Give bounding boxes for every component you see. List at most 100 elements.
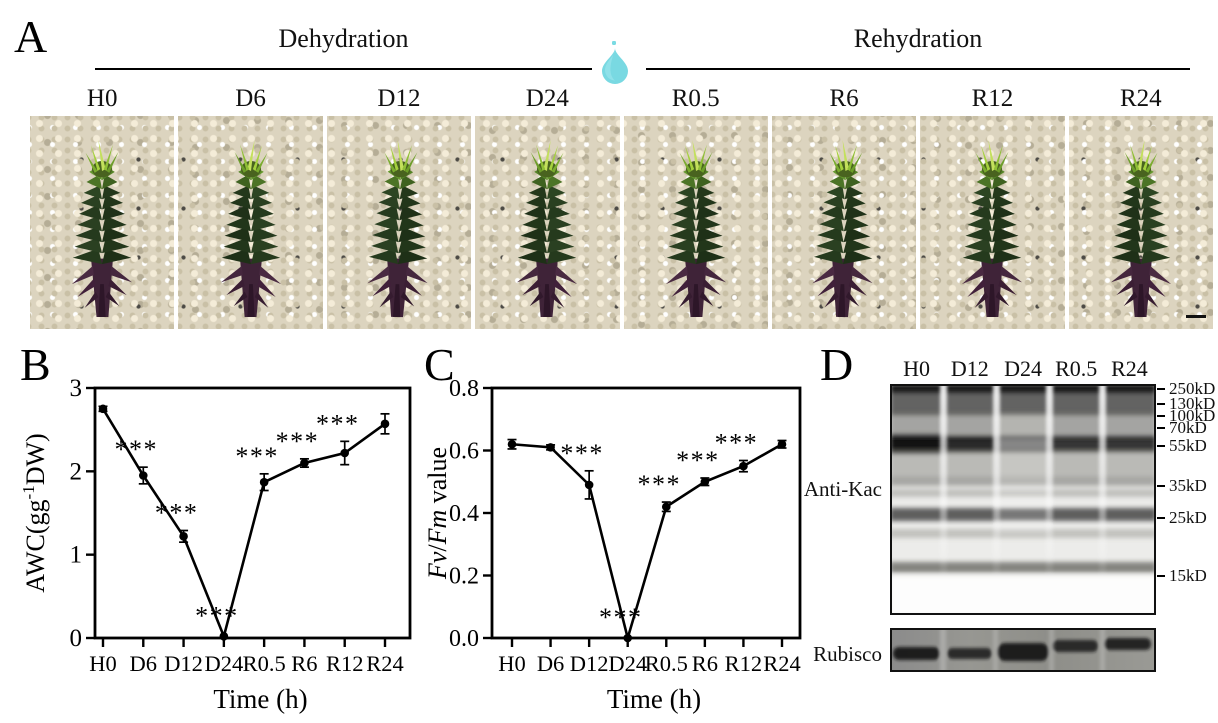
svg-text:AWC(gg-1DW): AWC(gg-1DW)	[19, 433, 50, 592]
svg-text:0: 0	[70, 625, 83, 652]
specimen-photo	[475, 116, 620, 329]
svg-text:***: ***	[316, 409, 360, 438]
svg-text:***: ***	[155, 499, 199, 528]
specimen-photo	[771, 116, 917, 329]
svg-text:D24: D24	[608, 651, 647, 676]
specimen-photo-row	[30, 116, 1213, 329]
svg-text:R12: R12	[326, 651, 364, 676]
svg-text:3: 3	[70, 375, 83, 402]
mw-marker: 100kD	[1157, 406, 1215, 426]
water-drop-icon	[602, 41, 628, 84]
mw-marker: 35kD	[1157, 476, 1207, 496]
specimen-photo	[623, 116, 768, 329]
mw-marker-label: 250kD	[1169, 379, 1216, 398]
mw-marker-label: 15kD	[1169, 566, 1207, 585]
moss-plant-illustration	[948, 129, 1038, 321]
mw-marker: 25kD	[1157, 508, 1207, 528]
svg-text:H0: H0	[89, 651, 117, 676]
blot-lane-label: D12	[950, 356, 989, 381]
timepoint-label-row: H0 D6 D12 D24 R0.5 R6 R12 R24	[30, 85, 1213, 113]
rehydration-label: Rehydration	[853, 24, 983, 53]
mw-marker-label: 35kD	[1169, 476, 1207, 495]
svg-text:Time (h): Time (h)	[607, 684, 701, 714]
loading-control-label: Rubisco	[813, 642, 882, 666]
timepoint-label: R12	[971, 85, 1014, 112]
svg-text:***: ***	[599, 603, 643, 632]
timepoint-label: R0.5	[671, 85, 720, 112]
fvfm-line-chart: 0.0 0.2 0.4 0.6 0.8 Fv/Fm value H0 D6 D12 D24R0.5…	[424, 376, 802, 714]
dehydration-label: Dehydration	[278, 24, 409, 53]
svg-text:***: ***	[195, 601, 239, 630]
svg-text:***: ***	[638, 470, 682, 499]
svg-text:Time (h): Time (h)	[213, 684, 307, 714]
mw-marker-dash	[1157, 517, 1165, 519]
svg-text:R0.5: R0.5	[645, 651, 688, 676]
svg-text:0.0: 0.0	[449, 626, 479, 652]
moss-plant-illustration	[206, 129, 296, 321]
svg-text:D12: D12	[570, 651, 609, 676]
mw-marker-dash	[1157, 427, 1165, 429]
mw-marker-label: 100kD	[1169, 406, 1216, 425]
svg-text:D6: D6	[537, 651, 565, 676]
awc-line-chart: 0 1 2 3 AWC(gg-1DW) H0 D6 D12 D24 R0.5 R6 R12 R24 Tim…	[19, 375, 412, 714]
mw-marker-dash	[1157, 485, 1165, 487]
mw-marker-dash	[1157, 403, 1165, 405]
mw-marker: 130kD	[1157, 394, 1215, 414]
svg-text:2: 2	[70, 458, 83, 485]
specimen-photo	[178, 116, 323, 329]
moss-plant-illustration	[503, 129, 593, 321]
blot-lane-label: H0	[903, 356, 931, 381]
timepoint-label: D12	[377, 85, 421, 112]
svg-text:R6: R6	[692, 651, 718, 676]
rehydration-phase-header: Rehydration	[646, 24, 1190, 70]
mw-marker: 55kD	[1157, 436, 1207, 456]
antibody-label: Anti-Kac	[803, 477, 882, 501]
svg-text:***: ***	[715, 429, 759, 458]
blot-lane-label: D24	[1004, 356, 1042, 381]
mw-marker: 70kD	[1157, 418, 1207, 438]
specimen-photo	[1068, 116, 1213, 329]
mw-marker-label: 70kD	[1169, 418, 1207, 437]
rubisco-loading-control-blot	[890, 628, 1156, 672]
svg-text:R24: R24	[366, 651, 404, 676]
timepoint-label: D24	[525, 85, 569, 112]
svg-text:0.4: 0.4	[449, 501, 479, 527]
svg-text:H0: H0	[498, 651, 526, 676]
specimen-photo	[30, 116, 175, 329]
moss-plant-illustration	[1096, 129, 1186, 321]
svg-text:0.6: 0.6	[449, 439, 479, 465]
svg-text:D24: D24	[204, 651, 243, 676]
mw-marker-dash	[1157, 415, 1165, 417]
svg-text:R24: R24	[763, 651, 801, 676]
mw-marker-dash	[1157, 575, 1165, 577]
mw-marker-label: 55kD	[1169, 436, 1207, 455]
svg-text:***: ***	[235, 442, 279, 471]
panel-c-label: C	[424, 339, 455, 390]
blot-lane-label: R24	[1111, 356, 1148, 381]
svg-text:D6: D6	[130, 651, 158, 676]
svg-text:R12: R12	[725, 651, 763, 676]
moss-plant-illustration	[57, 129, 147, 321]
svg-text:***: ***	[115, 435, 159, 464]
panel-a-label: A	[14, 11, 48, 62]
moss-plant-illustration	[797, 128, 891, 322]
svg-text:D12: D12	[164, 651, 203, 676]
mw-marker-label: 130kD	[1169, 394, 1216, 413]
blot-lane-label-row: H0 D12 D24 R0.5 R24	[890, 356, 1156, 382]
moss-plant-illustration	[651, 129, 741, 321]
specimen-photo	[920, 116, 1065, 329]
mw-marker-dash	[1157, 445, 1165, 447]
specimen-photo	[326, 116, 472, 329]
moss-plant-illustration	[352, 128, 446, 322]
svg-text:***: ***	[276, 427, 320, 456]
svg-text:Fv/Fm value: Fv/Fm value	[424, 447, 452, 580]
svg-text:R6: R6	[291, 651, 317, 676]
mw-marker: 15kD	[1157, 566, 1207, 586]
svg-text:***: ***	[676, 446, 720, 475]
svg-text:1: 1	[70, 542, 83, 569]
mw-marker-label: 25kD	[1169, 508, 1207, 527]
scale-bar	[1186, 314, 1206, 318]
svg-text:0.2: 0.2	[449, 564, 479, 590]
mw-marker-dash	[1157, 388, 1165, 390]
